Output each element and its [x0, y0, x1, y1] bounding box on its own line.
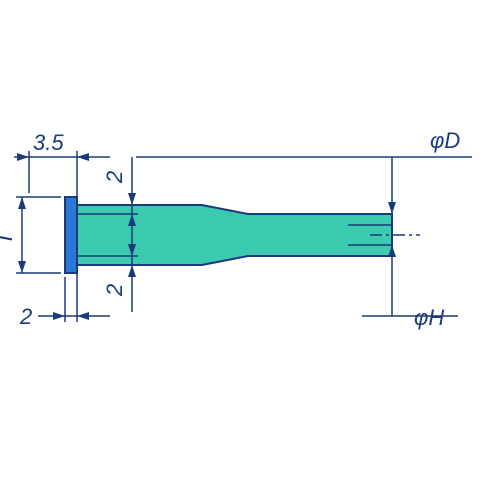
label-phiH-text: φH	[414, 305, 444, 330]
label-phiD: φD	[136, 128, 472, 214]
dim-2-lower-label: 2	[102, 284, 127, 297]
part-head	[65, 197, 77, 273]
dim-3-5: 3.5	[14, 130, 110, 201]
technical-drawing: 3.5 2 2 T 2 φD	[0, 0, 500, 500]
dim-T: T	[0, 197, 61, 273]
dim-2-bottom-left: 2	[19, 269, 110, 329]
label-phiD-text: φD	[430, 128, 460, 153]
dim-T-label: T	[0, 230, 17, 245]
dim-2-upper-label: 2	[102, 171, 127, 184]
dim-2-bl-label: 2	[19, 304, 32, 329]
dim-3-5-label: 3.5	[33, 130, 64, 155]
label-phiH: φH	[362, 245, 458, 330]
